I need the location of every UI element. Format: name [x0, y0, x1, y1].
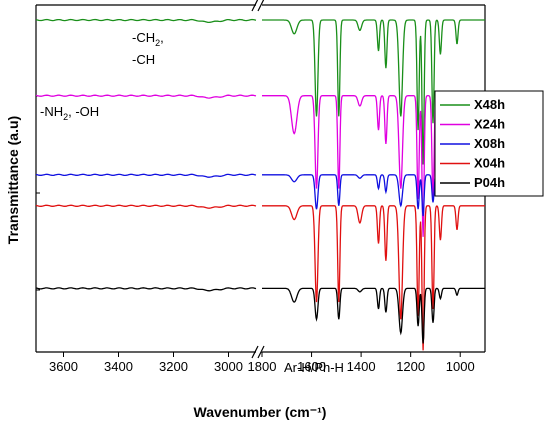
annotation-ar-h: Ar-H/Ph-H — [284, 360, 344, 375]
x-tick-label: 3000 — [214, 359, 243, 374]
series-line-X24h-high-wavenumber — [35, 94, 257, 99]
annotation-ch: -CH — [132, 52, 155, 67]
series-line-P04h-fingerprint — [262, 287, 485, 344]
annotation-ch2-tail: , — [160, 30, 164, 45]
legend-box — [434, 90, 544, 197]
x-tick-label: 1800 — [248, 359, 277, 374]
axis-break-mark-top-2 — [257, 0, 265, 12]
legend-label-X48h: X48h — [474, 97, 505, 112]
series-layer — [35, 18, 485, 351]
x-tick-label: 1600 — [297, 359, 326, 374]
annotation-nh2-main: -NH — [40, 104, 63, 119]
axis-break-mark-top-1 — [251, 0, 259, 12]
series-line-X04h-high-wavenumber — [35, 204, 257, 209]
series-line-X48h-fingerprint — [262, 19, 485, 165]
x-tick-label: 1400 — [347, 359, 376, 374]
annotation-nh2-tail: , -OH — [68, 104, 99, 119]
x-tick-label: 3200 — [159, 359, 188, 374]
legend-label-P04h: P04h — [474, 175, 505, 190]
annotation-ch2-sub: 2 — [155, 38, 160, 48]
annotation-nh2-oh: -NH2, -OH — [40, 104, 99, 122]
x-tick-label: 1200 — [396, 359, 425, 374]
x-axis-title: Wavenumber (cm⁻¹) — [194, 404, 327, 420]
annotation-nh2-sub: 2 — [63, 112, 68, 122]
series-line-X48h-high-wavenumber — [35, 18, 257, 24]
series-line-X04h-fingerprint — [262, 205, 485, 351]
axis-break-mark-1 — [251, 345, 259, 359]
x-tick-label: 3600 — [49, 359, 78, 374]
series-line-P04h-high-wavenumber — [35, 287, 257, 292]
x-ticks: 3600 3400 3200 3000 1800 1600 1400 1200 1000 — [49, 352, 475, 374]
axis-break-mark-2 — [257, 345, 265, 359]
x-tick-label: 3400 — [104, 359, 133, 374]
annotation-ch2: -CH2, — [132, 30, 164, 48]
x-tick-label: 1000 — [446, 359, 475, 374]
annotation-ch2-main: -CH — [132, 30, 155, 45]
legend-label-X04h: X04h — [474, 156, 505, 171]
legend-label-X24h: X24h — [474, 117, 505, 132]
legend: X48h X24h X08h X04h P04h — [434, 90, 544, 197]
axes — [35, 0, 486, 359]
y-axis-title: Transmittance (a.u) — [5, 116, 21, 244]
series-line-X08h-high-wavenumber — [35, 173, 257, 178]
legend-label-X08h: X08h — [474, 136, 505, 151]
